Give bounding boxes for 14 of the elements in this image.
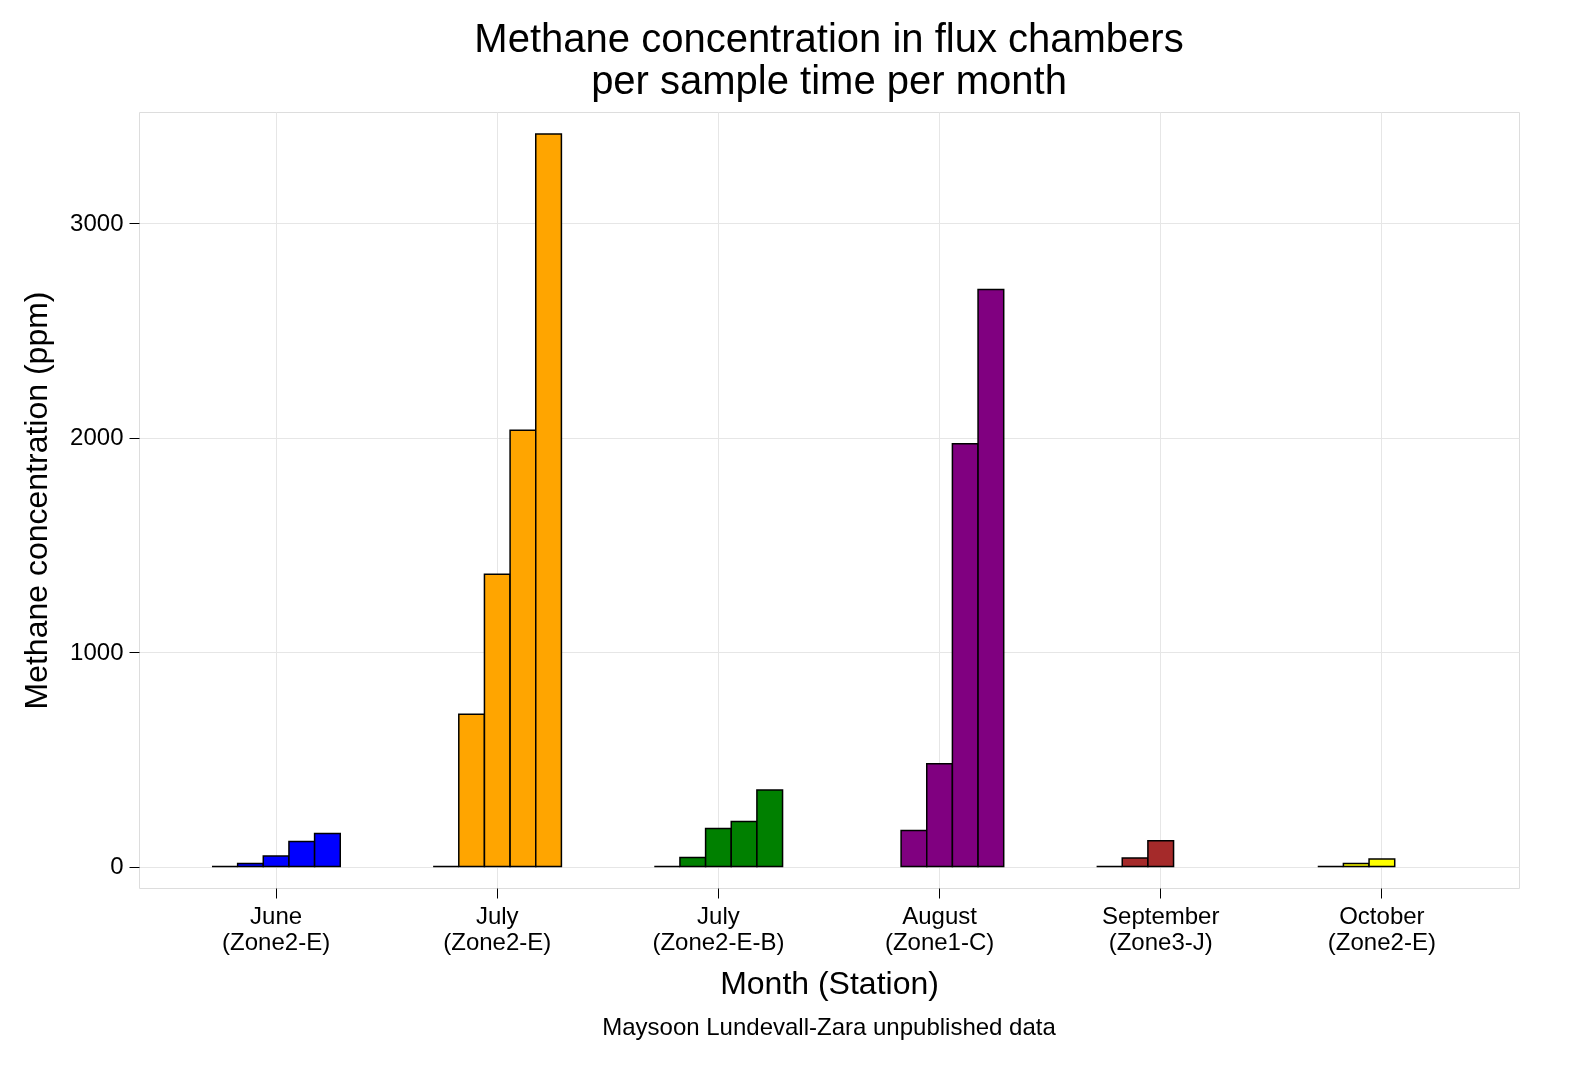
- y-tick-label: 1000: [70, 637, 124, 665]
- x-tick-label: October (Zone2-E): [1327, 901, 1436, 955]
- x-tick-label: August (Zone1-C): [884, 901, 995, 955]
- text: Maysoon Lundevall-Zara unpublished data: [602, 1013, 1057, 1040]
- x-tick-label: July (Zone2-E-B): [652, 901, 785, 955]
- y-axis-title: Methane concentration (ppm): [18, 291, 55, 710]
- y-tick-label: 2000: [70, 423, 124, 451]
- chart-title: Methane concentration in flux chambers per sample time per month: [474, 16, 1184, 102]
- x-axis-title: Month (Station): [720, 964, 939, 1001]
- x-tick-label: June (Zone2-E): [222, 901, 331, 955]
- x-tick-label: September (Zone3-J): [1102, 901, 1220, 955]
- y-tick-label: 0: [110, 852, 124, 880]
- y-tick-label: 3000: [70, 208, 124, 236]
- x-tick-label: July (Zone2-E): [443, 901, 552, 955]
